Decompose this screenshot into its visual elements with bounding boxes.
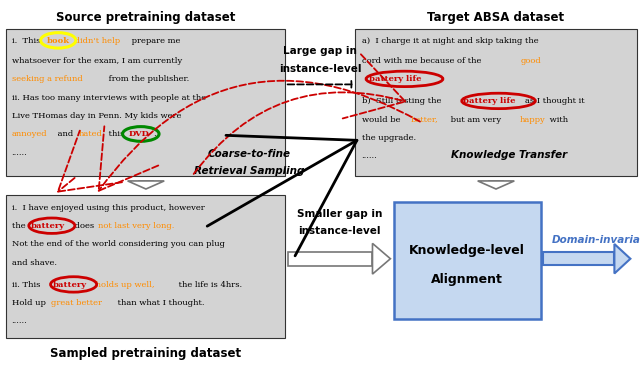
Text: ii. This: ii. This (12, 281, 42, 289)
Text: annoyed: annoyed (12, 130, 47, 138)
Bar (139, 181, 153, 182)
Text: ......: ...... (362, 152, 378, 160)
Text: Large gap in: Large gap in (283, 46, 357, 56)
Text: cord with me because of the: cord with me because of the (362, 57, 484, 65)
Text: Coarse-to-fine: Coarse-to-fine (208, 149, 291, 159)
Text: would be: would be (362, 116, 403, 124)
Text: not last very long.: not last very long. (98, 222, 174, 230)
Text: battery: battery (31, 222, 65, 230)
Bar (288, 252, 372, 266)
Text: and: and (55, 130, 76, 138)
Text: Hold up: Hold up (12, 299, 48, 307)
Polygon shape (477, 181, 515, 189)
Text: i.  This: i. This (12, 37, 42, 45)
Polygon shape (614, 244, 630, 273)
Text: does: does (72, 222, 97, 230)
Text: Smaller gap in: Smaller gap in (296, 209, 382, 219)
Text: better,: better, (411, 116, 438, 124)
Text: but am very: but am very (448, 116, 504, 124)
Text: book: book (47, 37, 70, 45)
Text: holds up well,: holds up well, (93, 281, 155, 289)
Text: battery life: battery life (463, 97, 515, 105)
Text: than what I thought.: than what I thought. (115, 299, 205, 307)
Text: instance-level: instance-level (298, 226, 380, 236)
Text: good: good (520, 57, 541, 65)
FancyBboxPatch shape (6, 195, 285, 338)
Text: i.  I have enjoyed using this product, however: i. I have enjoyed using this product, ho… (12, 204, 204, 212)
Text: as I thought it: as I thought it (525, 97, 584, 105)
FancyBboxPatch shape (394, 202, 541, 319)
Text: knowledge: knowledge (552, 253, 615, 263)
Text: ......: ...... (12, 317, 28, 326)
FancyBboxPatch shape (355, 29, 637, 176)
Bar (543, 252, 614, 265)
Text: from the publisher.: from the publisher. (106, 75, 189, 83)
Text: battery life: battery life (369, 75, 422, 83)
Text: with: with (547, 116, 568, 124)
Text: b)  Still testing the: b) Still testing the (362, 97, 441, 105)
Text: Knowledge Transfer: Knowledge Transfer (451, 150, 567, 160)
Text: ii. Has too many interviews with people at the: ii. Has too many interviews with people … (12, 94, 205, 102)
Text: Domain-invariant: Domain-invariant (552, 235, 640, 245)
FancyArrowPatch shape (194, 54, 405, 174)
Text: the: the (12, 222, 28, 230)
FancyBboxPatch shape (6, 29, 285, 176)
Text: whatsoever for the exam, I am currently: whatsoever for the exam, I am currently (12, 57, 182, 65)
Text: great better: great better (51, 299, 102, 307)
Text: and shave.: and shave. (12, 259, 56, 267)
Text: ......: ...... (12, 149, 28, 157)
Text: .: . (154, 130, 156, 138)
Polygon shape (372, 243, 390, 274)
Text: happy: happy (520, 116, 545, 124)
Text: the life is 4hrs.: the life is 4hrs. (176, 281, 242, 289)
Text: the upgrade.: the upgrade. (362, 134, 416, 142)
Text: Live THomas day in Penn. My kids were: Live THomas day in Penn. My kids were (12, 112, 181, 120)
Text: didn't help: didn't help (72, 37, 120, 45)
Text: Target ABSA dataset: Target ABSA dataset (428, 11, 564, 24)
Text: Knowledge-level: Knowledge-level (409, 244, 525, 257)
Text: Not the end of the world considering you can plug: Not the end of the world considering you… (12, 240, 225, 248)
Text: hated: hated (79, 130, 102, 138)
Text: Source pretraining dataset: Source pretraining dataset (56, 11, 236, 24)
Text: this: this (106, 130, 127, 138)
Text: DVD: DVD (129, 130, 150, 138)
Text: Retrieval Sampling: Retrieval Sampling (195, 166, 305, 176)
FancyArrowPatch shape (58, 131, 122, 192)
Polygon shape (127, 181, 164, 189)
Text: instance-level: instance-level (279, 64, 361, 74)
FancyArrowPatch shape (207, 135, 357, 256)
Text: battery: battery (53, 281, 87, 289)
Text: prepare me: prepare me (129, 37, 180, 45)
Text: Sampled pretraining dataset: Sampled pretraining dataset (50, 347, 241, 360)
Text: seeking a refund: seeking a refund (12, 75, 83, 83)
Text: Alignment: Alignment (431, 273, 503, 286)
FancyArrowPatch shape (99, 81, 420, 191)
Text: a)  I charge it at night and skip taking the: a) I charge it at night and skip taking … (362, 37, 538, 45)
Bar (489, 181, 503, 182)
